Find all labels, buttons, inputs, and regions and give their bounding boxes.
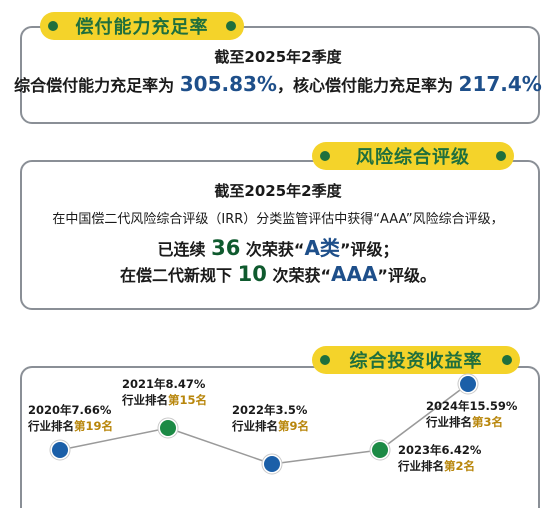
- investment-title-pill: 综合投资收益率: [312, 346, 520, 374]
- point-rank: 行业排名第15名: [122, 393, 208, 407]
- dot-icon: [226, 21, 236, 31]
- point-rank: 行业排名第19名: [28, 419, 114, 433]
- point-year-value: 2023年6.42%: [398, 443, 482, 457]
- chart-point: [52, 442, 68, 458]
- risk-line4-c: ”评级。: [377, 266, 436, 285]
- dot-icon: [502, 355, 512, 365]
- point-rank: 行业排名第3名: [426, 415, 504, 429]
- risk-desc: 在中国偿二代风险综合评级（IRR）分类监管评估中获得“AAA”风险综合评级，: [52, 212, 504, 227]
- core-ratio: 217.4%: [458, 72, 542, 96]
- grade-aaa: AAA: [330, 262, 378, 286]
- grade-a: A类: [304, 236, 340, 260]
- chart-point-label: 2024年15.59% 行业排名第3名: [426, 398, 517, 430]
- point-rank: 行业排名第2名: [398, 459, 476, 473]
- point-year-value: 2022年3.5%: [232, 403, 308, 417]
- investment-title: 综合投资收益率: [349, 351, 483, 372]
- risk-line-4: 在偿二代新规下 10 次荣获“AAA”评级。: [0, 262, 556, 286]
- risk-title: 风险综合评级: [356, 147, 470, 168]
- point-year-value: 2021年8.47%: [122, 377, 206, 391]
- solvency-title: 偿付能力充足率: [75, 17, 209, 38]
- solvency-line: 综合偿付能力充足率为 305.83%，核心偿付能力充足率为 217.4%: [0, 72, 556, 96]
- solvency-period: 截至2025年2季度: [214, 48, 342, 66]
- chart-point: [460, 376, 476, 392]
- chart-segment: [167, 427, 273, 465]
- chart-point-label: 2021年8.47% 行业排名第15名: [122, 376, 207, 408]
- risk-title-pill: 风险综合评级: [312, 142, 514, 170]
- chart-point: [372, 442, 388, 458]
- dot-icon: [320, 151, 330, 161]
- point-year-value: 2020年7.66%: [28, 403, 112, 417]
- solvency-card: [20, 26, 540, 124]
- risk-line3-c: ”评级；: [339, 240, 399, 259]
- chart-segment: [379, 383, 469, 451]
- chart-point-label: 2022年3.5% 行业排名第9名: [232, 402, 309, 434]
- point-year-value: 2024年15.59%: [426, 399, 518, 413]
- risk-line3-b: 次荣获“: [245, 240, 305, 259]
- solvency-prefix: 综合偿付能力充足率为: [14, 76, 175, 95]
- chart-point: [264, 456, 280, 472]
- risk-line-3: 已连续 36 次荣获“A类”评级；: [0, 232, 556, 261]
- aaa-count: 10: [237, 262, 267, 286]
- risk-line4-a: 在偿二代新规下: [120, 266, 233, 285]
- dot-icon: [320, 355, 330, 365]
- chart-segment: [59, 427, 169, 451]
- chart-segment: [271, 449, 381, 465]
- investment-card: [20, 366, 540, 508]
- solvency-title-pill: 偿付能力充足率: [40, 12, 244, 40]
- consecutive-count: 36: [211, 236, 241, 260]
- risk-line3-a: 已连续: [157, 240, 206, 259]
- chart-point-label: 2020年7.66% 行业排名第19名: [28, 402, 113, 434]
- solvency-mid: ，核心偿付能力充足率为: [276, 76, 453, 95]
- risk-line4-b: 次荣获“: [272, 266, 331, 285]
- comprehensive-ratio: 305.83%: [179, 72, 277, 96]
- dot-icon: [48, 21, 58, 31]
- chart-point-label: 2023年6.42% 行业排名第2名: [398, 442, 481, 474]
- dot-icon: [496, 151, 506, 161]
- risk-period: 截至2025年2季度: [214, 182, 342, 200]
- chart-point: [160, 420, 176, 436]
- point-rank: 行业排名第9名: [232, 419, 310, 433]
- risk-card: [20, 160, 540, 310]
